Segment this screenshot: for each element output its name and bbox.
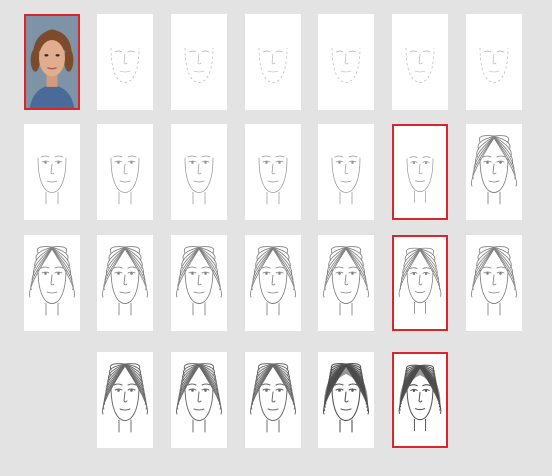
sketch-thumbnail[interactable] (97, 235, 153, 331)
face-sketch-icon (398, 364, 442, 432)
face-sketch-icon (323, 246, 369, 316)
portrait-photo-icon (26, 16, 78, 108)
face-sketch-icon (471, 135, 517, 205)
sketch-thumbnail[interactable] (466, 14, 522, 110)
face-sketch-icon (184, 155, 214, 205)
face-sketch-icon (258, 47, 288, 83)
sketch-thumbnail[interactable] (245, 124, 301, 220)
face-sketch-icon (258, 155, 288, 205)
face-sketch-icon (184, 47, 214, 83)
face-sketch-icon (250, 246, 296, 316)
sketch-thumbnail[interactable] (466, 235, 522, 331)
face-sketch-icon (471, 246, 517, 316)
source-photo-thumbnail[interactable] (24, 14, 80, 110)
face-sketch-icon (322, 363, 370, 433)
face-sketch-icon (405, 47, 435, 83)
sketch-thumbnail[interactable] (318, 235, 374, 331)
sketch-thumbnail[interactable] (392, 352, 448, 448)
face-sketch-icon (406, 156, 434, 204)
sketch-thumbnail[interactable] (245, 235, 301, 331)
face-sketch-icon (101, 363, 149, 433)
face-sketch-icon (102, 246, 148, 316)
face-sketch-icon (479, 47, 509, 83)
face-sketch-icon (249, 363, 297, 433)
sketch-thumbnail[interactable] (318, 14, 374, 110)
face-sketch-icon (398, 247, 442, 315)
face-sketch-icon (110, 155, 140, 205)
sketch-thumbnail[interactable] (318, 352, 374, 448)
face-sketch-icon (110, 47, 140, 83)
sketch-thumbnail[interactable] (171, 124, 227, 220)
sketch-thumbnail[interactable] (97, 124, 153, 220)
face-sketch-icon (331, 47, 361, 83)
sketch-thumbnail[interactable] (392, 124, 448, 220)
face-sketch-icon (175, 363, 223, 433)
face-sketch-icon (176, 246, 222, 316)
sketch-thumbnail[interactable] (245, 14, 301, 110)
sketch-thumbnail[interactable] (171, 352, 227, 448)
sketch-thumbnail[interactable] (392, 14, 448, 110)
sketch-thumbnail[interactable] (245, 352, 301, 448)
sketch-thumbnail[interactable] (171, 14, 227, 110)
sketch-thumbnail[interactable] (24, 235, 80, 331)
face-sketch-icon (29, 246, 75, 316)
sketch-thumbnail[interactable] (318, 124, 374, 220)
sketch-thumbnail[interactable] (97, 352, 153, 448)
sketch-thumbnail[interactable] (392, 235, 448, 331)
sketch-thumbnail[interactable] (97, 14, 153, 110)
face-sketch-icon (331, 155, 361, 205)
sketch-thumbnail[interactable] (466, 124, 522, 220)
face-sketch-icon (37, 155, 67, 205)
sketch-thumbnail[interactable] (171, 235, 227, 331)
sketch-thumbnail[interactable] (24, 124, 80, 220)
